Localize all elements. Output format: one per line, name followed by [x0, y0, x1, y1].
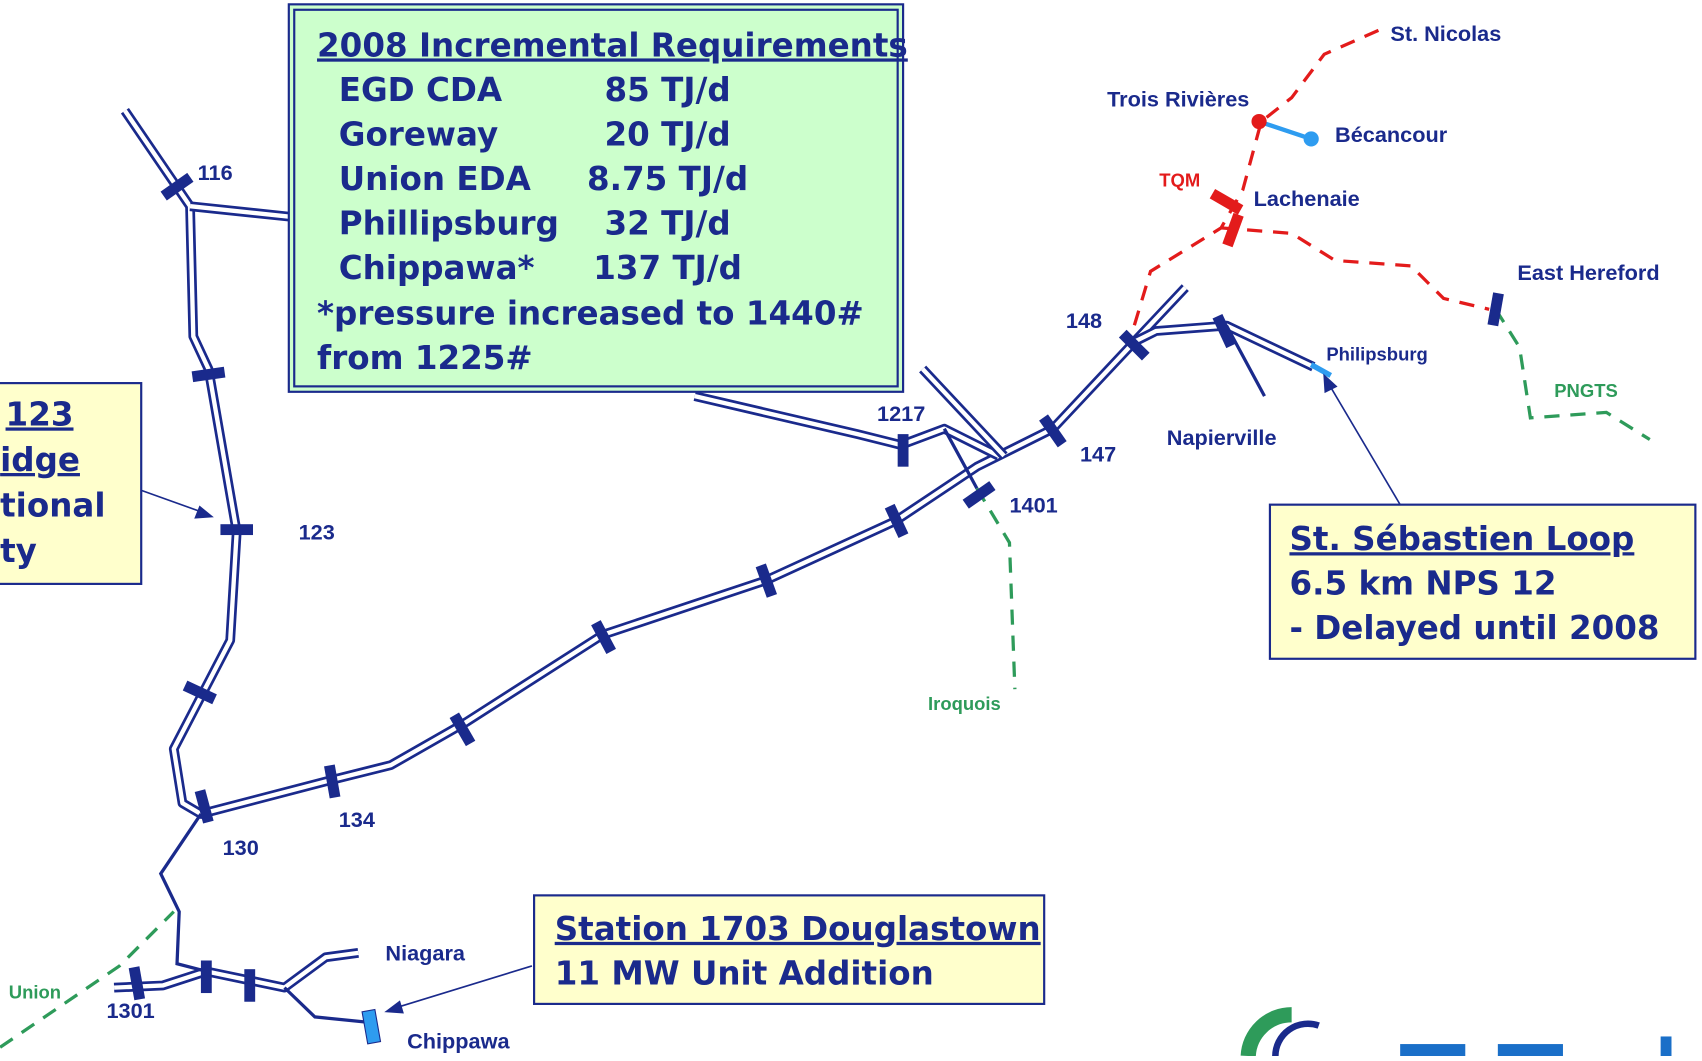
logo	[1240, 1007, 1672, 1057]
row-value: 85 TJ/d	[605, 71, 731, 109]
box-line: 6.5 km NPS 12	[1289, 565, 1556, 603]
box-title: Station 1703 Douglastown	[555, 910, 1041, 948]
row-name: Phillipsburg	[339, 204, 559, 242]
row-name: Goreway	[339, 115, 498, 153]
box-line: - Delayed until 2008	[1289, 609, 1659, 647]
place-label: St. Nicolas	[1390, 21, 1501, 46]
station-label: 116	[198, 160, 233, 185]
station-label: 1401	[1009, 492, 1057, 517]
city-dot	[1303, 131, 1319, 147]
pipeline-label: Iroquois	[928, 693, 1001, 714]
row-value: 8.75 TJ/d	[587, 160, 748, 198]
station-label: 1301	[106, 998, 154, 1023]
station-label: 147	[1080, 441, 1116, 466]
box-title: 2008 Incremental Requirements	[317, 26, 908, 64]
place-label: Trois Rivières	[1107, 86, 1249, 111]
station-label: 148	[1066, 308, 1102, 333]
place-label: Bécancour	[1335, 122, 1448, 147]
box-note: *pressure increased to 1440#	[317, 295, 864, 333]
station-label: 130	[223, 835, 259, 860]
other-pipelines	[0, 28, 1651, 1049]
place-label: Philipsburg	[1326, 343, 1427, 364]
row-value: 137 TJ/d	[593, 249, 742, 287]
box-line: 11 MW Unit Addition	[555, 954, 934, 992]
box-line: tional	[0, 487, 105, 525]
station-label: 123	[299, 519, 335, 544]
place-label: Niagara	[385, 940, 465, 965]
box-line: idge	[0, 441, 80, 479]
box-line: 123	[6, 395, 74, 433]
loop-box: St. Sébastien Loop 6.5 km NPS 12 - Delay…	[1268, 503, 1697, 660]
place-label: East Hereford	[1517, 260, 1659, 285]
row-value: 32 TJ/d	[605, 204, 731, 242]
requirements-box: 2008 Incremental Requirements EGD CDA 85 …	[287, 3, 908, 393]
pipeline-label: PNGTS	[1554, 380, 1618, 401]
box-title: St. Sébastien Loop	[1289, 520, 1634, 558]
pipeline-label: TQM	[1159, 170, 1200, 191]
station-label: 1217	[877, 401, 925, 426]
row-name: Union EDA	[339, 160, 532, 198]
place-label: Napierville	[1167, 425, 1277, 450]
box-note: from 1225#	[317, 339, 533, 377]
arrows	[135, 373, 1401, 1014]
row-name: EGD CDA	[339, 71, 503, 109]
row-value: 20 TJ/d	[605, 115, 731, 153]
city-dot	[1251, 113, 1267, 130]
row-name: Chippawa*	[339, 249, 535, 287]
station-label: 134	[339, 807, 375, 832]
box-line: ty	[0, 532, 37, 570]
stations	[128, 172, 1504, 1045]
pipeline-label: Union	[9, 981, 61, 1002]
left-box: 123 idge tional ty	[0, 382, 143, 585]
place-label: Chippawa	[407, 1028, 510, 1053]
place-label: Lachenaie	[1254, 186, 1360, 211]
station-box: Station 1703 Douglastown 11 MW Unit Addi…	[533, 894, 1046, 1005]
